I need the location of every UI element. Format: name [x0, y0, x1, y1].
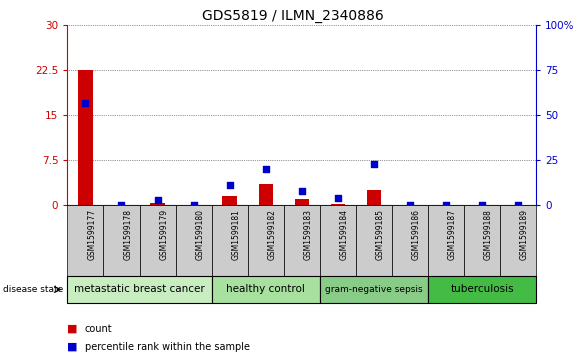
- Bar: [356, 205, 392, 276]
- Text: metastatic breast cancer: metastatic breast cancer: [74, 285, 205, 294]
- Bar: [295, 199, 309, 205]
- Bar: [223, 196, 237, 205]
- Bar: [104, 205, 139, 276]
- Text: tuberculosis: tuberculosis: [450, 285, 514, 294]
- Bar: [428, 276, 536, 303]
- Point: [81, 100, 90, 106]
- Text: GSM1599182: GSM1599182: [268, 209, 277, 260]
- Text: healthy control: healthy control: [226, 285, 305, 294]
- Bar: [500, 205, 536, 276]
- Bar: [212, 205, 248, 276]
- Text: GDS5819 / ILMN_2340886: GDS5819 / ILMN_2340886: [202, 9, 384, 23]
- Bar: [428, 205, 464, 276]
- Text: percentile rank within the sample: percentile rank within the sample: [85, 342, 250, 352]
- Bar: [331, 204, 345, 205]
- Text: disease state: disease state: [3, 285, 63, 294]
- Bar: [392, 205, 428, 276]
- Bar: [151, 203, 165, 205]
- Text: GSM1599189: GSM1599189: [520, 209, 529, 260]
- Bar: [67, 276, 212, 303]
- Point: [261, 166, 270, 172]
- Point: [333, 195, 343, 201]
- Text: ■: ■: [67, 323, 78, 334]
- Text: GSM1599184: GSM1599184: [340, 209, 349, 260]
- Point: [478, 202, 487, 208]
- Bar: [320, 205, 356, 276]
- Text: gram-negative sepsis: gram-negative sepsis: [325, 285, 423, 294]
- Point: [153, 197, 162, 203]
- Text: GSM1599177: GSM1599177: [87, 209, 96, 260]
- Bar: [284, 205, 320, 276]
- Text: GSM1599185: GSM1599185: [376, 209, 385, 260]
- Point: [297, 188, 306, 193]
- Point: [369, 161, 379, 167]
- Text: GSM1599188: GSM1599188: [484, 209, 493, 260]
- Point: [225, 183, 234, 188]
- Bar: [78, 70, 93, 205]
- Bar: [248, 205, 284, 276]
- Bar: [176, 205, 212, 276]
- Bar: [464, 205, 500, 276]
- Text: GSM1599179: GSM1599179: [159, 209, 168, 260]
- Point: [513, 202, 523, 208]
- Bar: [320, 276, 428, 303]
- Text: count: count: [85, 323, 113, 334]
- Text: GSM1599183: GSM1599183: [304, 209, 312, 260]
- Bar: [67, 205, 104, 276]
- Text: GSM1599178: GSM1599178: [123, 209, 132, 260]
- Point: [117, 202, 126, 208]
- Text: ■: ■: [67, 342, 78, 352]
- Text: GSM1599186: GSM1599186: [412, 209, 421, 260]
- Bar: [212, 276, 320, 303]
- Text: GSM1599180: GSM1599180: [195, 209, 205, 260]
- Point: [406, 202, 415, 208]
- Bar: [367, 190, 381, 205]
- Bar: [258, 184, 273, 205]
- Bar: [139, 205, 176, 276]
- Point: [189, 202, 198, 208]
- Text: GSM1599181: GSM1599181: [231, 209, 240, 260]
- Text: GSM1599187: GSM1599187: [448, 209, 457, 260]
- Point: [441, 202, 451, 208]
